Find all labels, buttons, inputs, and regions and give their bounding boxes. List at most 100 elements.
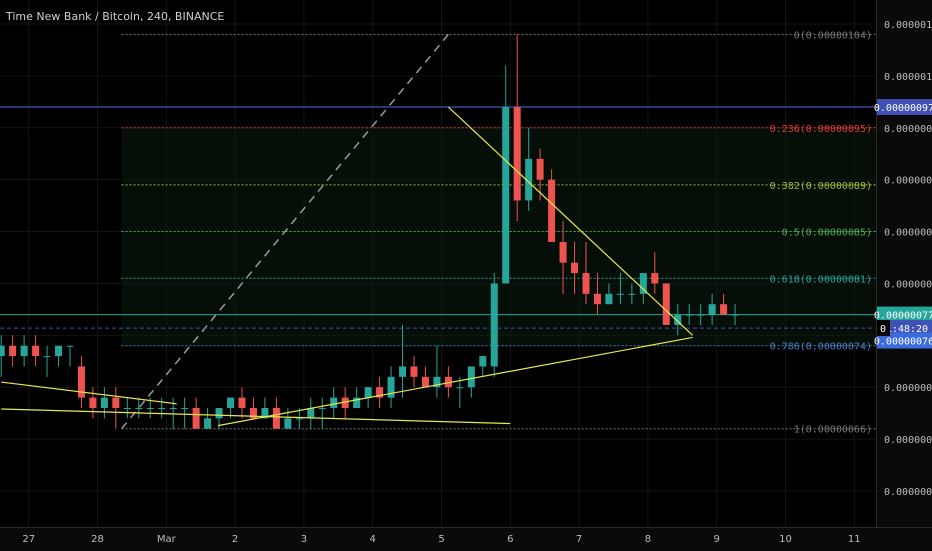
time-axis[interactable] — [0, 527, 932, 551]
chart-title: Time New Bank / Bitcoin, 240, BINANCE — [6, 10, 225, 23]
candle-body — [204, 418, 212, 429]
candle-body — [628, 293, 636, 295]
trendline — [447, 106, 694, 336]
horizontal-lines — [0, 106, 876, 329]
price-ticks: 0.00000105 0.00000100 0.00000095 0.00000090… — [884, 20, 932, 498]
candle-body — [169, 407, 177, 409]
candle-body — [43, 356, 51, 358]
time-tick-label: 11 — [848, 534, 861, 545]
price-tag-label: 01:48:20 — [880, 324, 928, 335]
candle-body — [261, 407, 269, 419]
candle-body — [674, 314, 682, 325]
price-tick-label: 0.00000065 — [884, 435, 932, 446]
candle-body — [238, 397, 246, 408]
time-tick-label: 4 — [370, 534, 376, 545]
scale-marker-label: 0 — [880, 324, 886, 335]
candle-body — [639, 273, 647, 294]
price-tick-label: 0.00000060 — [884, 487, 932, 498]
candle-body — [192, 407, 200, 429]
candle-body — [215, 407, 223, 419]
candle-body — [341, 397, 349, 408]
price-tick-label: 0.00000090 — [884, 176, 932, 187]
price-tags: 0.00000097 0.00000077 01:48:20 0.00000076 0 — [874, 99, 932, 349]
price-tick-label: 0.00000100 — [884, 72, 932, 83]
price-tag-label: 0.00000077 — [874, 311, 932, 322]
candle-body — [513, 107, 521, 201]
candle-body — [605, 293, 613, 305]
candle-body — [651, 273, 659, 284]
candle-body — [571, 262, 579, 274]
candle-body — [433, 376, 441, 388]
candle-body — [272, 407, 280, 429]
candle-body — [227, 397, 235, 408]
candle-body — [181, 407, 189, 409]
price-tag-label: 0.00000076 — [874, 337, 932, 348]
trendlines — [1, 106, 694, 427]
fib-level-label: 0.786(0.00000074) — [770, 342, 872, 353]
candle-body — [32, 345, 40, 357]
candle-body — [9, 345, 17, 357]
candle-body — [55, 345, 63, 357]
time-tick-label: 28 — [91, 534, 104, 545]
price-tag — [877, 320, 932, 337]
price-axis[interactable] — [876, 0, 932, 527]
scale-marker — [877, 320, 890, 337]
time-tick-label: 9 — [714, 534, 720, 545]
candle-body — [353, 397, 361, 408]
fib-zone — [121, 127, 876, 346]
candle-body — [479, 356, 487, 367]
candle-body — [421, 376, 429, 388]
price-tag — [877, 306, 932, 323]
candle-body — [318, 407, 326, 409]
price-tick-label: 0.00000105 — [884, 20, 932, 31]
fib-level-label: 0.5(0.00000085) — [782, 228, 872, 239]
candle-body — [410, 366, 418, 377]
price-tag — [877, 332, 932, 349]
price-tick-label: 0.00000095 — [884, 124, 932, 135]
candle-body — [284, 418, 292, 429]
candle-body — [593, 293, 601, 305]
candle-body — [307, 407, 315, 419]
fibonacci-retracement: 0(0.00000104) 0.236(0.00000095) 0.382(0.00… — [121, 30, 876, 436]
candle-body — [525, 158, 533, 201]
candle-body — [146, 407, 154, 409]
candle-body — [456, 387, 464, 389]
time-tick-label: 3 — [301, 534, 307, 545]
candle-body — [399, 366, 407, 377]
candle-body — [697, 314, 705, 316]
fib-level-label: 0(0.00000104) — [794, 30, 872, 41]
fib-level-label: 0.382(0.00000089) — [770, 181, 872, 192]
candle-body — [559, 241, 567, 263]
fib-level-label: 0.618(0.00000081) — [770, 274, 872, 285]
fib-trend-line — [121, 33, 449, 430]
candle-body — [720, 304, 728, 315]
candle-body — [467, 366, 475, 388]
candle-body — [490, 283, 498, 367]
time-tick-label: 2 — [232, 534, 238, 545]
time-tick-label: Mar — [157, 534, 177, 545]
candle-body — [89, 397, 97, 408]
candle-body — [364, 387, 372, 398]
candle-body — [20, 345, 28, 357]
time-tick-label: 7 — [576, 534, 582, 545]
trendline — [217, 336, 693, 427]
candle-body — [685, 314, 693, 316]
candle-body — [295, 418, 303, 420]
time-tick-label: 27 — [22, 534, 35, 545]
fib-level-label: 1(0.00000066) — [794, 425, 872, 436]
candles — [0, 34, 739, 429]
candle-body — [135, 407, 143, 409]
time-tick-label: 8 — [645, 534, 651, 545]
candle-body — [502, 107, 510, 284]
candle-body — [731, 314, 739, 316]
candle-body — [330, 397, 338, 408]
candle-body — [249, 407, 257, 419]
price-tag-label: 0.00000097 — [874, 103, 932, 114]
candle-body — [100, 397, 108, 408]
time-ticks: 27 28 Mar 2 3 4 5 6 7 8 9 10 11 — [22, 534, 860, 545]
candle-body — [0, 345, 5, 357]
candle-body — [66, 345, 74, 347]
candle-body — [112, 397, 120, 408]
price-tick-label: 0.00000070 — [884, 383, 932, 394]
